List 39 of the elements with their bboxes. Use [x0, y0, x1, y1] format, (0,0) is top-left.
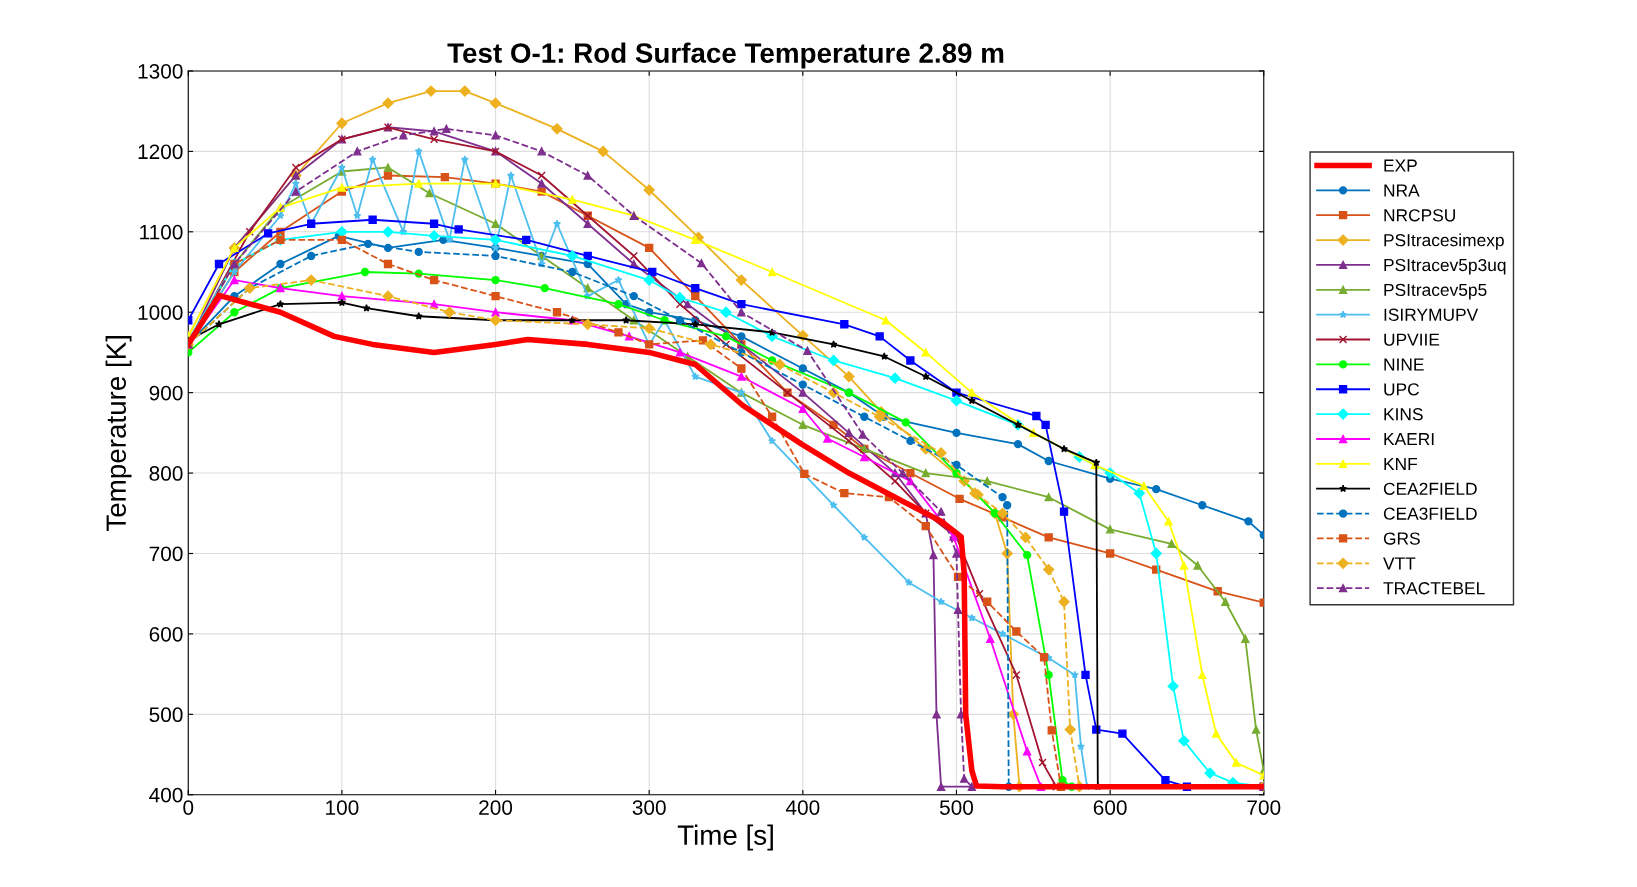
x-tick-label: 200 — [479, 800, 513, 815]
x-tick-label: 0 — [183, 800, 194, 815]
legend-label: NRA — [1384, 184, 1420, 197]
legend-label: GRS — [1383, 532, 1420, 545]
y-tick-label: 900 — [149, 385, 183, 401]
y-tick-label: 600 — [149, 626, 183, 642]
x-tick-label: 700 — [1247, 800, 1281, 815]
y-axis-title: Temperature [K] — [105, 336, 132, 532]
legend-label: VTT — [1383, 557, 1416, 570]
x-tick-label: 500 — [939, 800, 974, 815]
legend-label: KAERI — [1384, 433, 1434, 446]
y-tick-label: 1300 — [138, 63, 183, 79]
legend-label: NRCPSU — [1384, 209, 1455, 222]
legend-label: TRACTEBEL — [1383, 582, 1485, 595]
legend-label: EXP — [1384, 159, 1417, 172]
legend-label: CEA2FIELD — [1383, 482, 1477, 495]
y-tick-label: 1100 — [140, 224, 183, 240]
legend-label: KINS — [1384, 408, 1423, 421]
x-tick-label: 100 — [326, 800, 359, 815]
x-tick-label: 400 — [785, 800, 820, 815]
legend-label: PSItracev5p3uq — [1384, 258, 1506, 275]
legend-label: UPVIIE — [1384, 333, 1440, 346]
y-tick-label: 700 — [149, 546, 183, 562]
legend-label: CEA3FIELD — [1383, 507, 1477, 520]
y-tick-label: 800 — [149, 466, 183, 481]
legend-label: PSItracesimexp — [1384, 233, 1504, 250]
chart-title: Test O-1: Rod Surface Temperature 2.89 m — [447, 42, 1004, 69]
y-tick-label: 500 — [149, 707, 183, 723]
legend-label: NINE — [1384, 358, 1424, 371]
x-tick-label: 600 — [1093, 800, 1127, 815]
legend-label: PSItracev5p5 — [1384, 283, 1487, 300]
legend-label: KNF — [1384, 457, 1418, 470]
y-tick-label: 1200 — [138, 144, 183, 160]
y-tick-label: 1000 — [138, 305, 183, 320]
legend-label: ISIRYMUPV — [1384, 308, 1479, 321]
legend-label: UPC — [1384, 383, 1419, 396]
x-tick-label: 300 — [632, 800, 666, 815]
y-tick-label: 400 — [149, 787, 183, 803]
x-axis-title: Time [s] — [677, 824, 773, 851]
